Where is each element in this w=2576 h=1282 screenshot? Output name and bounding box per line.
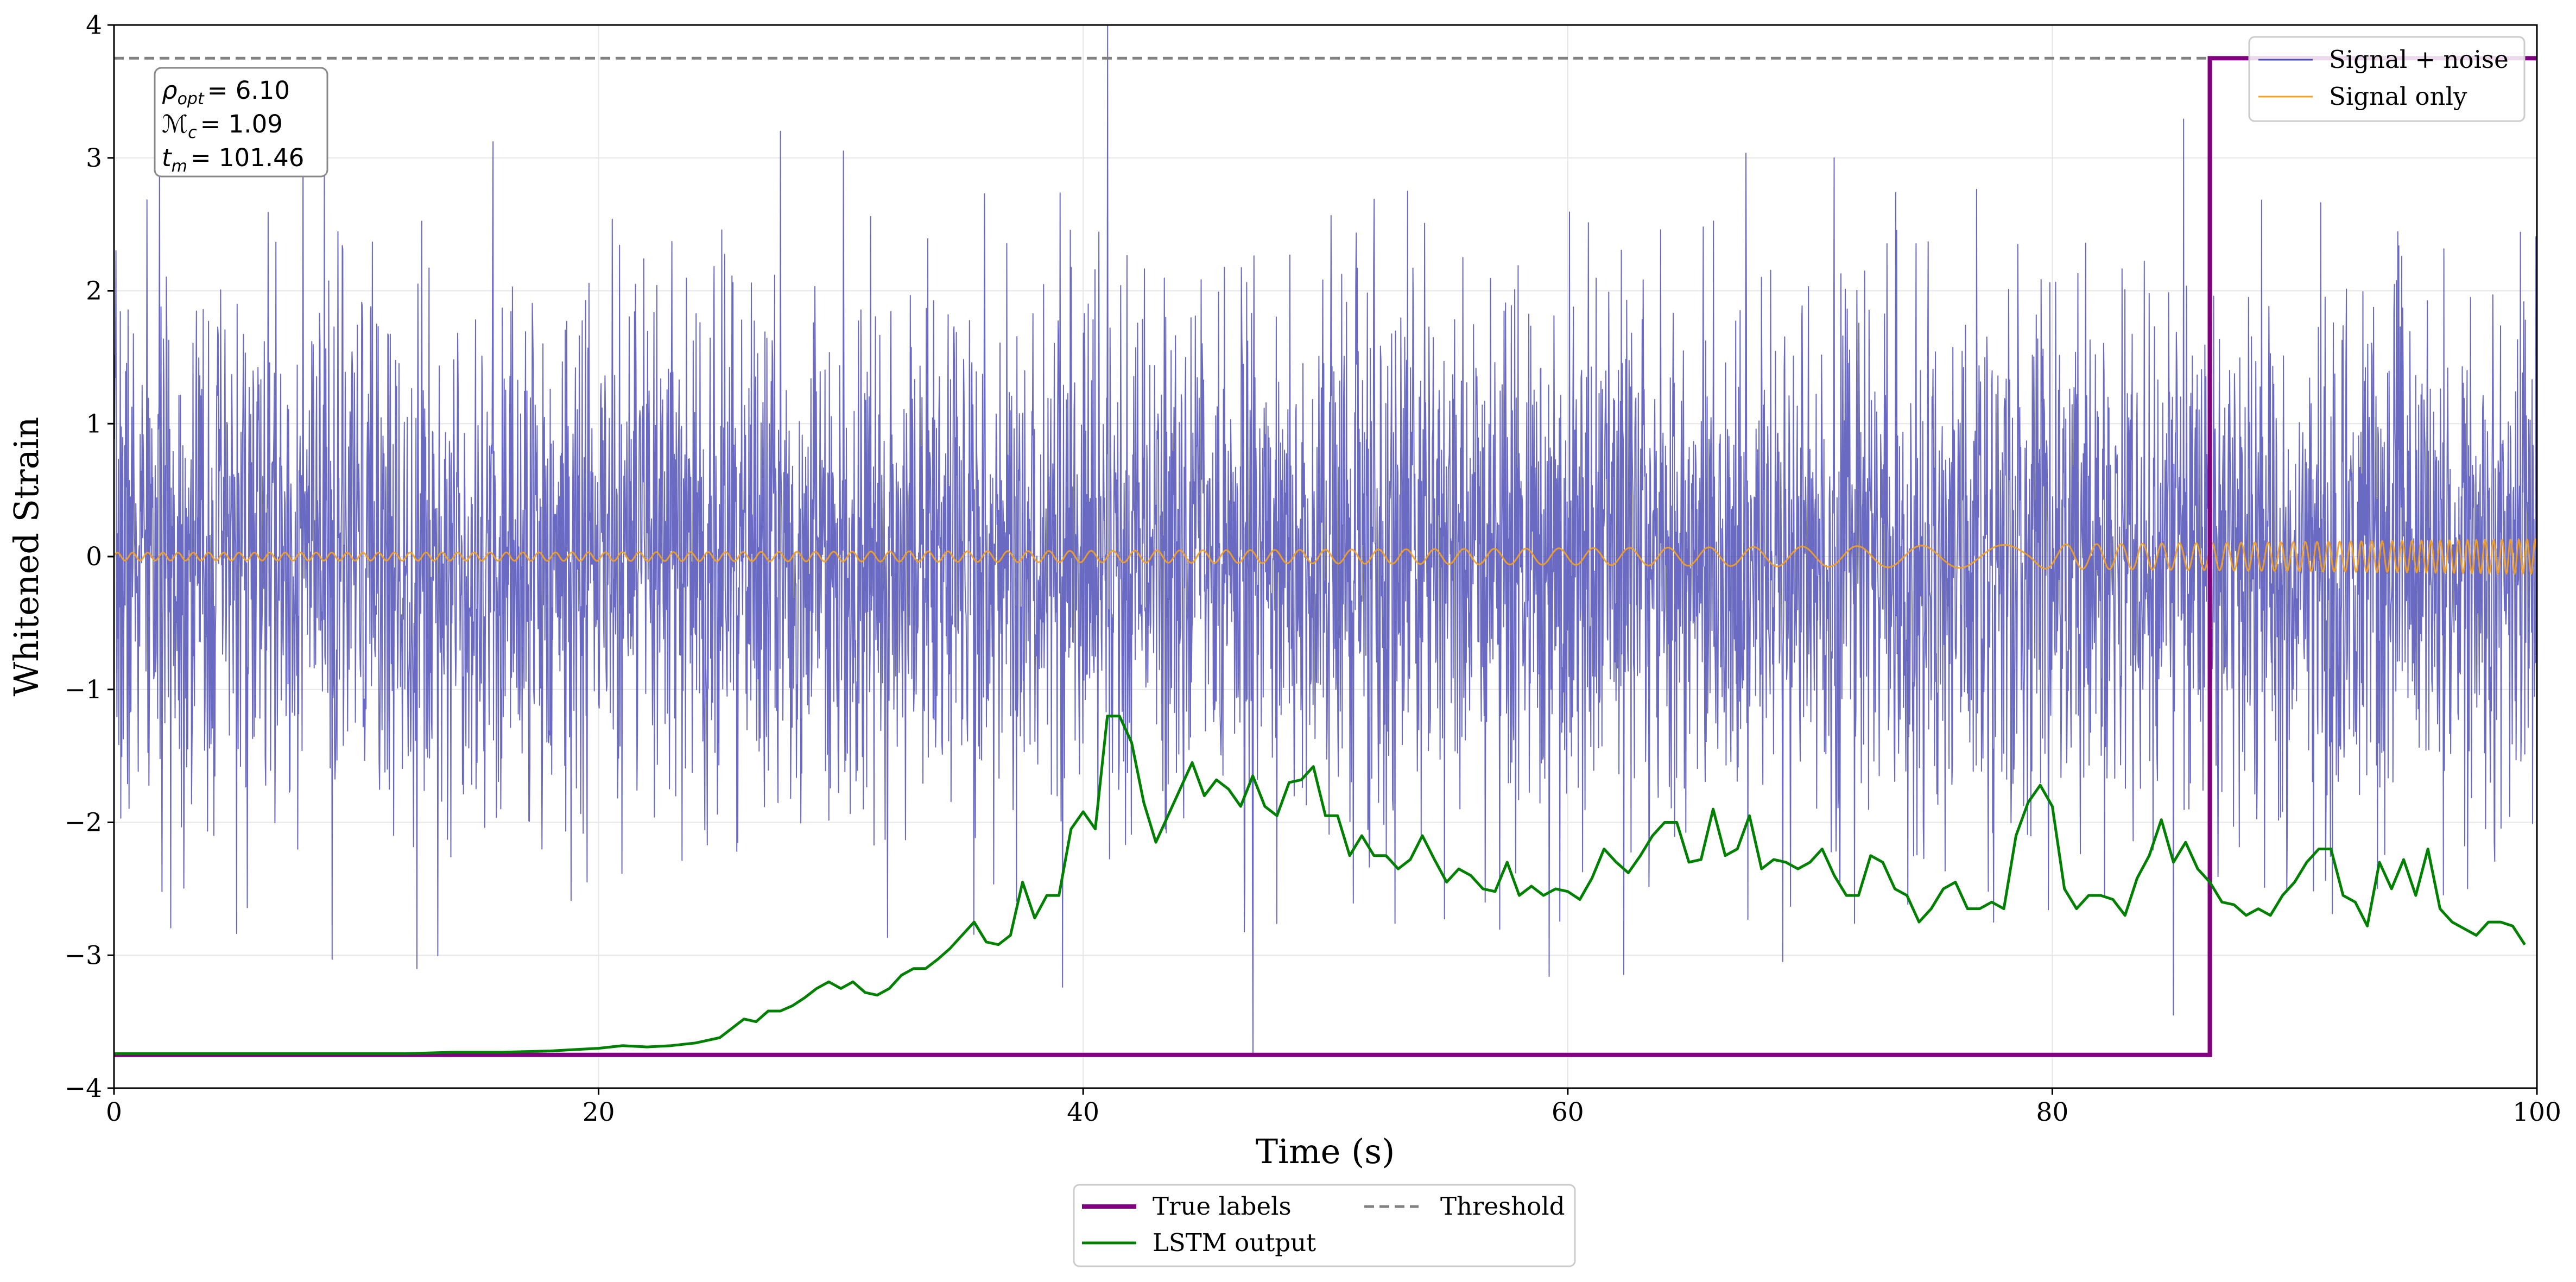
annotation-box: ρopt = 6.10 ℳc = 1.09 tm = 101.46 xyxy=(154,67,328,178)
x-tick-label: 0 xyxy=(106,1097,122,1127)
annotation-mchirp-value: = 1.09 xyxy=(200,110,283,138)
y-tick-label: 2 xyxy=(86,276,102,306)
x-tick-label: 100 xyxy=(2512,1097,2561,1127)
y-axis-label: Whitened Strain xyxy=(7,417,46,697)
annotation-line-mchirp: ℳc = 1.09 xyxy=(162,110,283,142)
annotation-rho-value: = 6.10 xyxy=(207,76,290,105)
signal-noise-line xyxy=(114,25,2537,1056)
annotation-line-tm: tm = 101.46 xyxy=(162,143,304,176)
annotation-rho-symbol: ρ xyxy=(162,76,178,105)
annotation-tm-subscript: m xyxy=(172,157,187,176)
x-tick-label: 20 xyxy=(583,1097,615,1127)
annotation-rho-subscript: opt xyxy=(178,90,205,109)
annotation-tm-value: = 101.46 xyxy=(191,143,304,172)
y-tick-label: 4 xyxy=(86,10,102,40)
ticks: 0 20 40 60 80 100 −4 −3 −2 −1 0 1 2 3 4 xyxy=(65,10,2561,1127)
x-tick-label: 40 xyxy=(1067,1097,1099,1127)
signal-only-line xyxy=(114,538,2537,576)
annotation-mchirp-symbol: ℳ xyxy=(162,110,188,138)
y-tick-label: −3 xyxy=(65,940,102,970)
y-tick-label: −2 xyxy=(65,808,102,838)
legend-threshold-label: Threshold xyxy=(1440,1192,1565,1221)
x-axis-label: Time (s) xyxy=(1256,1132,1395,1171)
y-tick-label: 3 xyxy=(86,143,102,173)
legend-signal-only-label: Signal only xyxy=(2329,82,2467,111)
legend-upper-frame xyxy=(2248,36,2526,122)
annotation-tm-symbol: t xyxy=(162,143,173,172)
y-tick-label: −1 xyxy=(65,675,102,705)
x-tick-label: 60 xyxy=(1552,1097,1584,1127)
legend-upper: Signal + noise Signal only xyxy=(2248,36,2526,122)
annotation-line-rho: ρopt = 6.10 xyxy=(162,76,290,109)
legend-true-labels-label: True labels xyxy=(1153,1192,1292,1221)
legend-signal-noise-label: Signal + noise xyxy=(2329,45,2509,74)
annotation-mchirp-subscript: c xyxy=(188,123,197,142)
legend-lstm-label: LSTM output xyxy=(1153,1228,1316,1257)
legend-lower: True labels LSTM output Threshold xyxy=(1073,1184,1576,1267)
y-tick-label: 0 xyxy=(86,542,102,572)
y-tick-label: −4 xyxy=(65,1073,102,1103)
annotation-frame xyxy=(154,67,328,178)
y-tick-label: 1 xyxy=(86,409,102,439)
legend-lower-frame xyxy=(1073,1184,1576,1267)
x-tick-label: 80 xyxy=(2036,1097,2068,1127)
lstm-output-line xyxy=(114,715,2526,1055)
